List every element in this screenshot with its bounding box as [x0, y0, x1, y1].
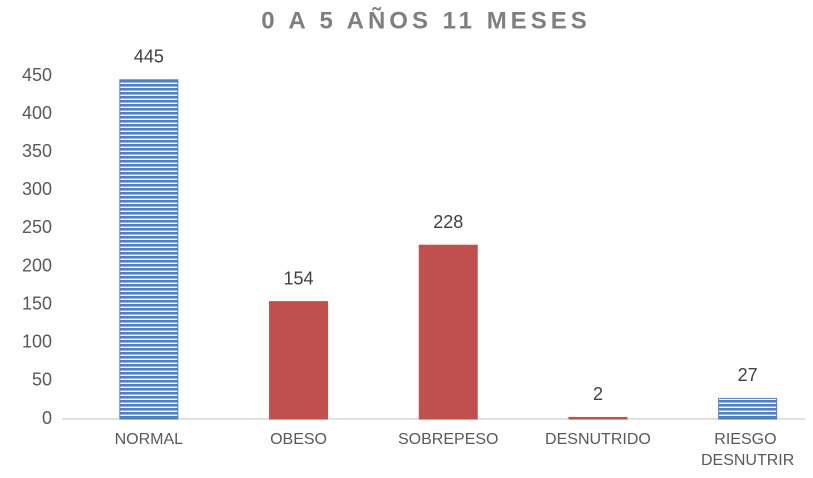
y-tick-label: 250: [22, 217, 52, 237]
y-tick-label: 450: [22, 65, 52, 85]
data-label: 445: [134, 47, 164, 67]
bar: [119, 79, 179, 420]
y-tick-label: 100: [22, 332, 52, 352]
y-tick-label: 50: [32, 370, 52, 390]
data-label: 2: [593, 384, 603, 404]
y-tick-label: 350: [22, 141, 52, 161]
data-label: 154: [284, 268, 314, 288]
x-tick-label: OBESO: [270, 431, 327, 448]
x-tick-label: NORMAL: [115, 431, 184, 448]
y-tick-label: 0: [42, 408, 52, 428]
bar: [269, 301, 329, 420]
bar: [718, 397, 778, 420]
bar: [568, 416, 628, 420]
y-tick-label: 200: [22, 255, 52, 275]
x-tick-label: SOBREPESO: [398, 431, 498, 448]
x-tick-label: RIESGO DESNUTRIR: [701, 431, 794, 469]
y-tick-label: 400: [22, 103, 52, 123]
data-label: 27: [738, 365, 758, 385]
y-tick-label: 150: [22, 293, 52, 313]
data-label: 228: [433, 212, 463, 232]
chart-title: 0 A 5 AÑOS 11 MESES: [261, 6, 590, 34]
bar: [418, 244, 478, 420]
x-tick-label: DESNUTRIDO: [545, 431, 651, 448]
y-tick-label: 300: [22, 179, 52, 199]
